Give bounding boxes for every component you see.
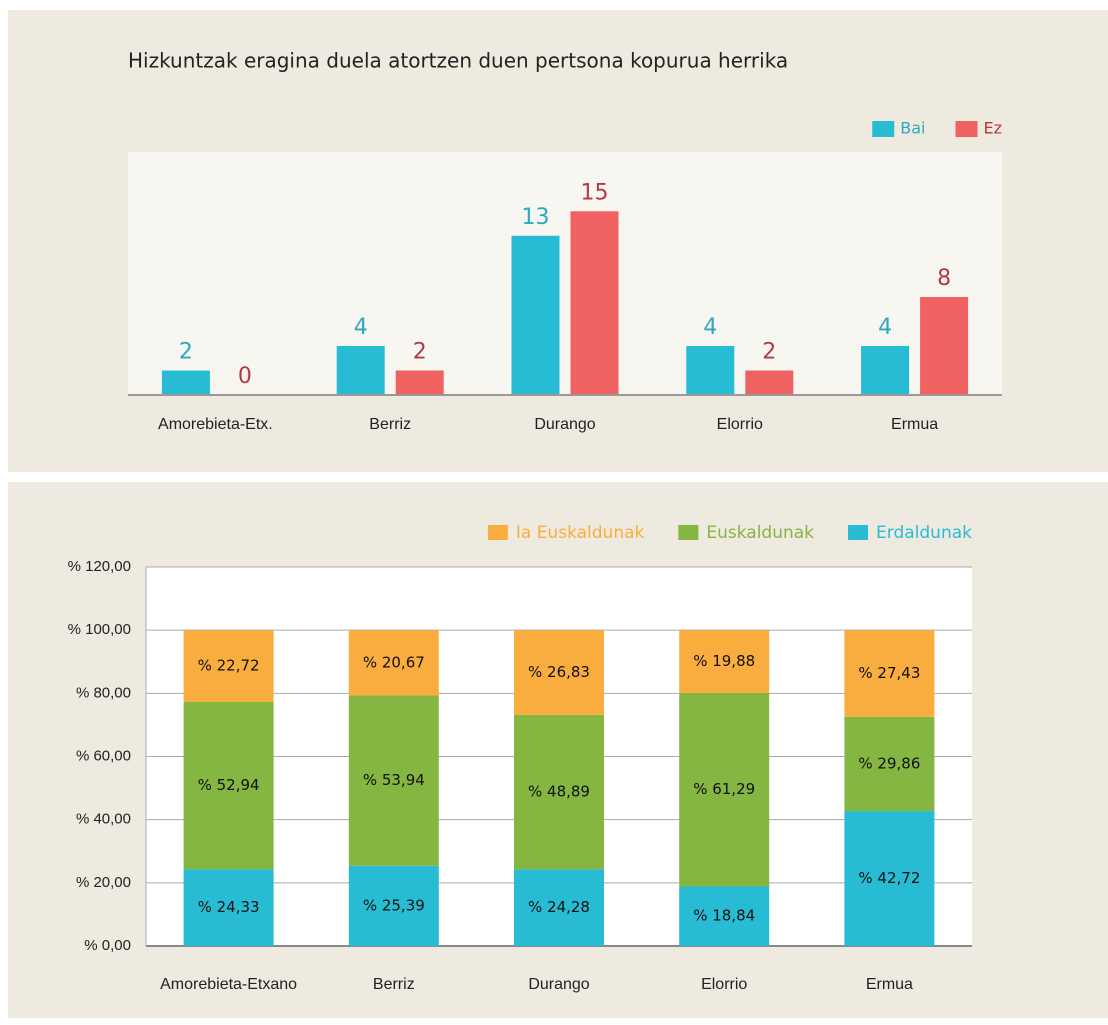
data-label: % 52,94 bbox=[198, 776, 260, 794]
bar-segment bbox=[348, 630, 439, 696]
legend-label: Ez bbox=[983, 119, 1002, 138]
y-tick-label: % 60,00 bbox=[76, 747, 131, 764]
plot-area bbox=[128, 152, 1002, 395]
legend-label: Euskaldunak bbox=[706, 523, 814, 543]
y-tick-label: % 0,00 bbox=[84, 937, 131, 954]
data-label: % 18,84 bbox=[693, 907, 755, 925]
bar-segment bbox=[183, 701, 274, 870]
x-tick-label: Durango bbox=[528, 976, 589, 993]
y-tick-label: % 100,00 bbox=[68, 621, 131, 638]
x-tick-label: Ermua bbox=[891, 416, 938, 433]
legend-swatch bbox=[872, 121, 895, 137]
bar bbox=[570, 211, 619, 395]
data-label: 4 bbox=[354, 315, 368, 340]
bar-segment bbox=[348, 695, 439, 866]
data-label: 0 bbox=[238, 364, 252, 389]
bar bbox=[395, 370, 444, 395]
bar-segment bbox=[679, 886, 770, 946]
data-label: % 24,28 bbox=[528, 898, 590, 916]
legend-label: Ia Euskaldunak bbox=[516, 523, 645, 543]
data-label: 2 bbox=[179, 340, 193, 365]
data-label: 4 bbox=[703, 315, 717, 340]
data-label: % 48,89 bbox=[528, 783, 590, 801]
bar-segment bbox=[844, 716, 935, 812]
bar bbox=[686, 346, 735, 395]
data-label: % 42,72 bbox=[858, 869, 920, 887]
chart-title: Hizkuntzak eragina duela atortzen duen p… bbox=[128, 49, 788, 73]
data-label: 13 bbox=[522, 205, 550, 230]
x-tick-label: Amorebieta-Etxano bbox=[160, 976, 297, 993]
bar-segment bbox=[514, 714, 604, 870]
legend-swatch bbox=[487, 525, 508, 540]
bar bbox=[336, 346, 385, 395]
data-label: 2 bbox=[762, 340, 776, 365]
bar bbox=[920, 297, 969, 395]
data-label: % 20,67 bbox=[363, 653, 425, 671]
y-tick-label: % 40,00 bbox=[76, 811, 131, 828]
y-tick-label: % 120,00 bbox=[68, 558, 131, 575]
data-label: % 27,43 bbox=[858, 664, 920, 682]
bar-segment bbox=[514, 869, 604, 946]
bar bbox=[861, 346, 910, 395]
data-label: % 26,83 bbox=[528, 663, 590, 681]
bar-segment bbox=[183, 630, 274, 702]
data-label: % 19,88 bbox=[693, 652, 755, 670]
y-tick-label: % 20,00 bbox=[76, 874, 131, 891]
bar-segment bbox=[679, 630, 770, 693]
x-tick-label: Ermua bbox=[866, 976, 913, 993]
data-label: 4 bbox=[878, 315, 892, 340]
bar bbox=[161, 370, 210, 395]
x-tick-label: Amorebieta-Etx. bbox=[158, 416, 273, 433]
bar-segment bbox=[844, 811, 935, 946]
data-label: % 22,72 bbox=[198, 657, 260, 675]
data-label: 8 bbox=[937, 266, 951, 291]
bar bbox=[511, 235, 560, 395]
legend-swatch bbox=[678, 525, 699, 540]
x-tick-label: Elorrio bbox=[717, 416, 763, 433]
data-label: % 25,39 bbox=[363, 896, 425, 914]
data-label: % 29,86 bbox=[858, 754, 920, 772]
bar-segment bbox=[514, 630, 604, 715]
legend-label: Bai bbox=[900, 119, 925, 138]
x-tick-label: Elorrio bbox=[701, 976, 747, 993]
legend-label: Erdaldunak bbox=[876, 523, 972, 543]
bar-segment bbox=[183, 869, 274, 946]
bar-segment bbox=[844, 630, 935, 717]
bar-segment bbox=[348, 865, 439, 946]
x-tick-label: Berriz bbox=[369, 416, 411, 433]
x-tick-label: Berriz bbox=[373, 976, 415, 993]
y-tick-label: % 80,00 bbox=[76, 684, 131, 701]
data-label: % 53,94 bbox=[363, 771, 425, 789]
legend-swatch bbox=[848, 525, 869, 540]
data-label: % 24,33 bbox=[198, 898, 260, 916]
data-label: 15 bbox=[581, 180, 609, 205]
data-label: 2 bbox=[413, 340, 427, 365]
legend-swatch bbox=[955, 121, 978, 137]
data-label: % 61,29 bbox=[693, 780, 755, 798]
bar-segment bbox=[679, 692, 770, 887]
x-tick-label: Durango bbox=[534, 416, 595, 433]
bar bbox=[745, 370, 794, 395]
